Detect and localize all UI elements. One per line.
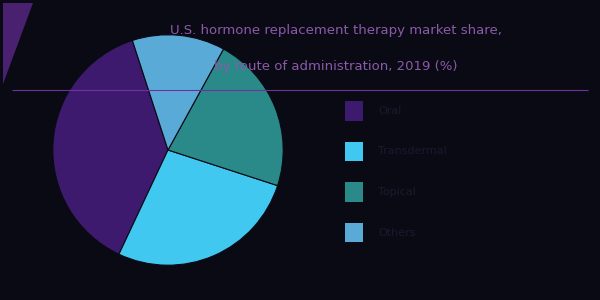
Wedge shape: [119, 150, 278, 265]
Text: Oral: Oral: [378, 106, 401, 116]
Wedge shape: [133, 35, 223, 150]
Text: U.S. hormone replacement therapy market share,: U.S. hormone replacement therapy market …: [170, 24, 502, 37]
Wedge shape: [168, 49, 283, 186]
Text: Others: Others: [378, 227, 415, 238]
Text: Transdermal: Transdermal: [378, 146, 447, 157]
Text: by route of administration, 2019 (%): by route of administration, 2019 (%): [214, 60, 458, 73]
Wedge shape: [53, 40, 168, 254]
Text: Topical: Topical: [378, 187, 416, 197]
